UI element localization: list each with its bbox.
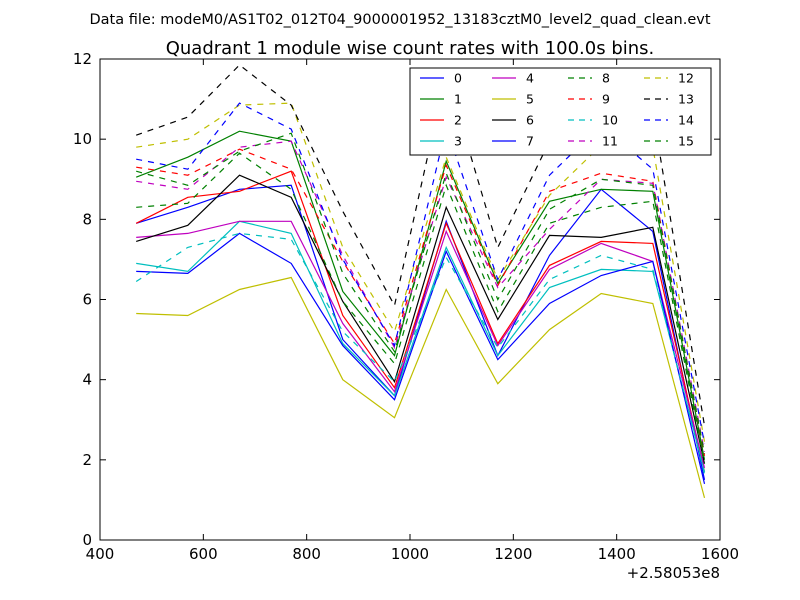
series-line-3 — [136, 220, 706, 473]
legend-label-7: 7 — [526, 134, 534, 149]
series-line-2 — [135, 170, 706, 473]
y-tick-label: 4 — [82, 371, 92, 389]
y-tick-label: 6 — [82, 291, 92, 309]
series-line-0 — [136, 184, 706, 481]
series-line-7 — [136, 232, 706, 485]
series-line-15 — [136, 132, 706, 454]
series-line-10 — [135, 232, 706, 475]
legend-label-9: 9 — [602, 92, 610, 107]
y-tick-label: 8 — [82, 210, 92, 228]
legend-label-1: 1 — [454, 92, 462, 107]
y-tick-label: 2 — [82, 451, 92, 469]
legend-label-4: 4 — [526, 71, 534, 86]
legend-label-10: 10 — [602, 113, 618, 128]
x-tick-label: 1000 — [391, 545, 429, 563]
series-line-1 — [135, 130, 706, 460]
series-line-6 — [136, 174, 706, 464]
x-tick-label: 1600 — [701, 545, 739, 563]
x-tick-label: 400 — [86, 545, 115, 563]
series-line-4 — [136, 220, 706, 469]
legend-label-0: 0 — [454, 71, 462, 86]
legend-label-6: 6 — [526, 113, 534, 128]
legend-label-11: 11 — [602, 134, 618, 149]
x-offset-label: +2.58053e8 — [627, 564, 720, 582]
legend-label-12: 12 — [678, 71, 694, 86]
legend-label-13: 13 — [678, 92, 694, 107]
chart-title: Quadrant 1 module wise count rates with … — [166, 38, 655, 59]
legend-label-15: 15 — [678, 134, 694, 149]
x-tick-label: 800 — [292, 545, 321, 563]
series-line-12 — [136, 102, 706, 442]
legend-label-3: 3 — [454, 134, 462, 149]
y-tick-label: 0 — [82, 531, 92, 549]
chart-suptitle: Data file: modeM0/AS1T02_012T04_90000019… — [89, 12, 710, 28]
x-tick-label: 1200 — [494, 545, 532, 563]
x-tick-label: 1400 — [598, 545, 636, 563]
x-tick-label: 600 — [189, 545, 218, 563]
series-line-5 — [136, 276, 706, 499]
legend-label-5: 5 — [526, 92, 534, 107]
legend-label-14: 14 — [678, 113, 694, 128]
legend-label-8: 8 — [602, 71, 610, 86]
series-line-8 — [136, 152, 706, 464]
y-tick-label: 12 — [73, 50, 92, 68]
legend-label-2: 2 — [454, 113, 462, 128]
y-tick-label: 10 — [73, 130, 92, 148]
